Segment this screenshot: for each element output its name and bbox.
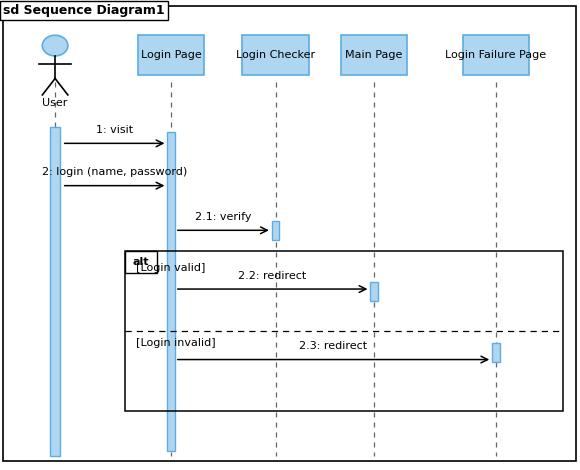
Bar (125, 251, 563, 411)
Text: [Login invalid]: [Login invalid] (136, 338, 216, 348)
Text: Login Checker: Login Checker (236, 50, 315, 60)
Bar (463, 35, 529, 75)
Bar (242, 35, 309, 75)
Bar (125, 251, 157, 273)
Bar (138, 35, 204, 75)
Text: [Login valid]: [Login valid] (136, 263, 206, 273)
Text: 1: visit: 1: visit (96, 125, 133, 135)
Text: Login Page: Login Page (141, 50, 201, 60)
Text: 2.3: redirect: 2.3: redirect (299, 341, 368, 351)
Text: 2.2: redirect: 2.2: redirect (238, 271, 307, 281)
Bar (371, 282, 378, 301)
Text: User: User (42, 98, 68, 108)
Text: 2.1: verify: 2.1: verify (195, 212, 252, 222)
Bar (492, 343, 500, 362)
Bar (271, 221, 280, 240)
Text: Main Page: Main Page (346, 50, 403, 60)
Bar (167, 132, 175, 451)
Text: Login Failure Page: Login Failure Page (445, 50, 546, 60)
Text: alt: alt (132, 257, 149, 267)
Bar (50, 127, 60, 456)
Text: 2: login (name, password): 2: login (name, password) (42, 167, 187, 177)
Bar (341, 35, 407, 75)
Circle shape (42, 35, 68, 56)
Text: sd Sequence Diagram1: sd Sequence Diagram1 (3, 4, 165, 17)
